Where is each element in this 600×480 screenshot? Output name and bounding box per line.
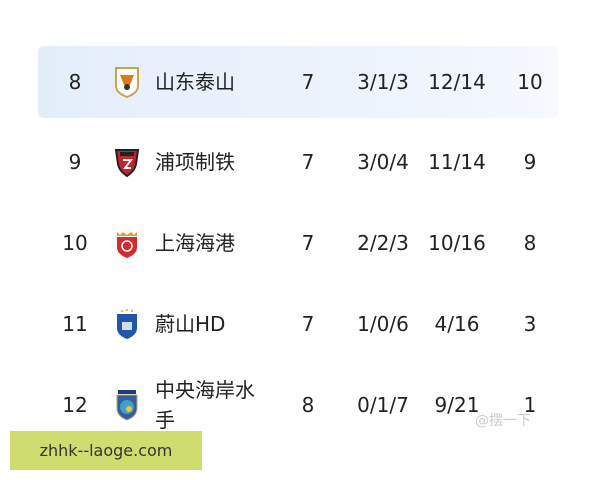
team-name[interactable]: 山东泰山 <box>155 70 235 94</box>
table-row[interactable]: 8 山东泰山 7 3/1/3 12/14 10 <box>38 46 558 118</box>
played: 7 <box>301 70 315 94</box>
team-name[interactable]: 中央海岸水手 <box>155 378 255 432</box>
rank: 11 <box>62 312 88 336</box>
team-crest-icon <box>114 146 140 178</box>
rank: 10 <box>62 231 88 255</box>
team-crest-icon <box>114 66 140 99</box>
played: 7 <box>301 231 315 255</box>
goals-for-against: 9/21 <box>434 393 480 417</box>
points: 10 <box>517 70 543 94</box>
win-draw-loss: 3/1/3 <box>357 70 409 94</box>
played: 7 <box>301 312 315 336</box>
team-crest-icon <box>114 308 140 340</box>
win-draw-loss: 3/0/4 <box>357 150 409 174</box>
team-crest-icon <box>114 389 140 421</box>
rank: 9 <box>68 150 82 174</box>
table-row[interactable]: 11 蔚山HD 7 1/0/6 4/16 3 <box>38 288 558 360</box>
table-row[interactable]: 9 浦项制铁 7 3/0/4 11/14 9 <box>38 126 558 198</box>
watermark-banner: zhhk--laoge.com <box>10 431 202 470</box>
goals-for-against: 10/16 <box>428 231 486 255</box>
played: 8 <box>301 393 315 417</box>
rank: 8 <box>68 70 82 94</box>
win-draw-loss: 2/2/3 <box>357 231 409 255</box>
played: 7 <box>301 150 315 174</box>
goals-for-against: 11/14 <box>428 150 486 174</box>
rank: 12 <box>62 393 88 417</box>
points: 1 <box>523 393 537 417</box>
table-row[interactable]: 12 中央海岸水手 8 0/1/7 9/21 1 <box>38 369 558 441</box>
team-name[interactable]: 上海海港 <box>155 231 235 255</box>
watermark-overlay: @摆一下 <box>475 413 531 429</box>
points: 8 <box>523 231 537 255</box>
team-name[interactable]: 蔚山HD <box>155 312 226 336</box>
team-crest-icon <box>114 227 140 259</box>
goals-for-against: 12/14 <box>428 70 486 94</box>
points: 3 <box>523 312 537 336</box>
watermark-text: zhhk--laoge.com <box>39 441 173 460</box>
goals-for-against: 4/16 <box>434 312 480 336</box>
team-name[interactable]: 浦项制铁 <box>155 150 235 174</box>
win-draw-loss: 1/0/6 <box>357 312 409 336</box>
table-row[interactable]: 10 上海海港 7 2/2/3 10/16 8 <box>38 207 558 279</box>
win-draw-loss: 0/1/7 <box>357 393 409 417</box>
points: 9 <box>523 150 537 174</box>
